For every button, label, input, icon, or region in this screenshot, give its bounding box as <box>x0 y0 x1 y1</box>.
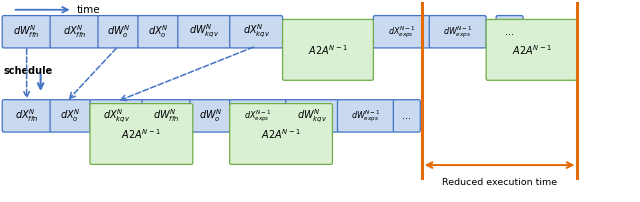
Text: $dW_{ffn}^{N}$: $dW_{ffn}^{N}$ <box>13 23 40 40</box>
FancyBboxPatch shape <box>486 19 577 80</box>
Text: $A2A^{N-1}$: $A2A^{N-1}$ <box>261 127 301 141</box>
FancyBboxPatch shape <box>90 100 143 132</box>
Text: ...: ... <box>505 27 514 37</box>
Text: $dX_{kqv}^{N}$: $dX_{kqv}^{N}$ <box>243 23 269 40</box>
FancyBboxPatch shape <box>2 100 51 132</box>
FancyBboxPatch shape <box>50 100 91 132</box>
FancyBboxPatch shape <box>90 104 193 164</box>
FancyBboxPatch shape <box>285 100 339 132</box>
Text: $A2A^{N-1}$: $A2A^{N-1}$ <box>308 43 348 57</box>
FancyBboxPatch shape <box>190 100 230 132</box>
Text: Reduced execution time: Reduced execution time <box>442 178 557 187</box>
Text: $dX_{ffn}^{N}$: $dX_{ffn}^{N}$ <box>15 107 38 124</box>
FancyBboxPatch shape <box>496 16 523 48</box>
FancyBboxPatch shape <box>283 19 373 80</box>
Text: $dW_{o}^{N}$: $dW_{o}^{N}$ <box>107 23 130 40</box>
FancyBboxPatch shape <box>98 16 139 48</box>
FancyBboxPatch shape <box>138 16 179 48</box>
Text: $dW_{o}^{N}$: $dW_{o}^{N}$ <box>198 107 222 124</box>
FancyBboxPatch shape <box>394 100 420 132</box>
FancyBboxPatch shape <box>429 16 486 48</box>
Text: $dX_{exps}^{N-1}$: $dX_{exps}^{N-1}$ <box>244 108 272 124</box>
FancyBboxPatch shape <box>50 16 99 48</box>
Text: schedule: schedule <box>4 66 53 76</box>
FancyBboxPatch shape <box>230 16 283 48</box>
Text: $dW_{ffn}^{N}$: $dW_{ffn}^{N}$ <box>153 107 180 124</box>
FancyBboxPatch shape <box>337 100 394 132</box>
Text: $dX_{exps}^{N-1}$: $dX_{exps}^{N-1}$ <box>388 24 415 40</box>
Text: $dX_{o}^{N}$: $dX_{o}^{N}$ <box>60 107 81 124</box>
FancyBboxPatch shape <box>178 16 230 48</box>
FancyBboxPatch shape <box>2 16 51 48</box>
Text: $A2A^{N-1}$: $A2A^{N-1}$ <box>122 127 161 141</box>
Text: $A2A^{N-1}$: $A2A^{N-1}$ <box>511 43 552 57</box>
Text: $dW_{kqv}^{N}$: $dW_{kqv}^{N}$ <box>189 23 220 40</box>
Text: $dX_{kqv}^{N}$: $dX_{kqv}^{N}$ <box>103 107 130 125</box>
Text: $dW_{exps}^{N-1}$: $dW_{exps}^{N-1}$ <box>351 108 381 124</box>
Text: $dX_{ffn}^{N}$: $dX_{ffn}^{N}$ <box>63 23 86 40</box>
FancyBboxPatch shape <box>230 100 287 132</box>
Text: time: time <box>77 5 100 15</box>
Text: $dX_{o}^{N}$: $dX_{o}^{N}$ <box>148 23 168 40</box>
Text: $dW_{kqv}^{N}$: $dW_{kqv}^{N}$ <box>297 107 327 125</box>
Text: $dW_{exps}^{N-1}$: $dW_{exps}^{N-1}$ <box>443 24 472 40</box>
FancyBboxPatch shape <box>142 100 191 132</box>
Text: ...: ... <box>403 111 412 121</box>
FancyBboxPatch shape <box>373 16 430 48</box>
FancyBboxPatch shape <box>230 104 332 164</box>
